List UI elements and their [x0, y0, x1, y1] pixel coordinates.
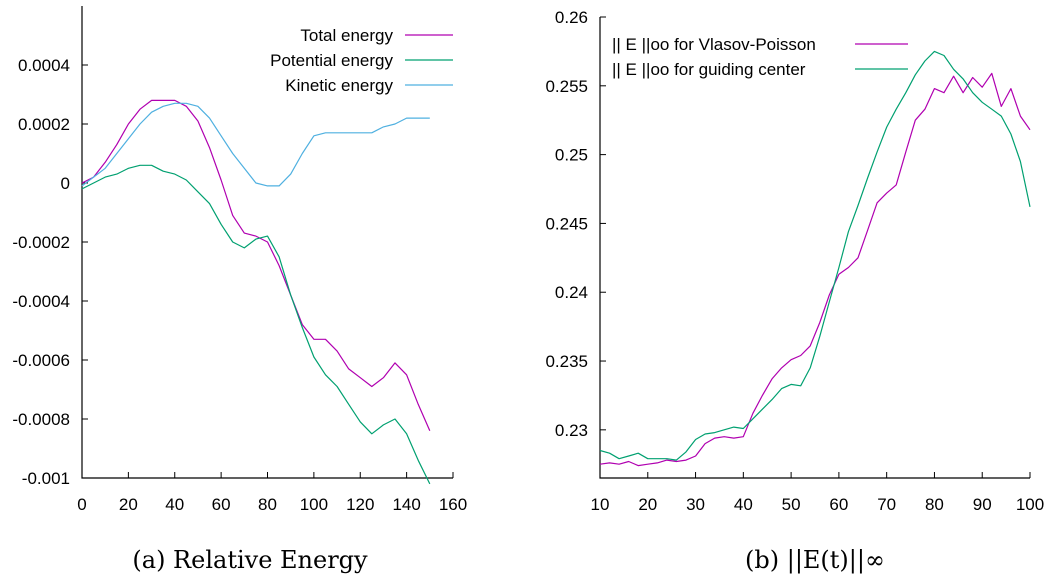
- tick-group-b: 10 20 30 40 50 60 70 80 90 100 0.26 0.255 0.25 0.245 0…: [545, 8, 1044, 514]
- x-tick-label: 20: [638, 495, 657, 514]
- y-tick-label: 0.235: [545, 352, 588, 371]
- x-tick-label: 0: [77, 495, 86, 514]
- series-group-b: [599, 50, 1031, 467]
- tick-group-a: 0 20 40 60 80 100 120 140 160 0.0004 0.0002 0 -0.000…: [12, 56, 467, 514]
- y-tick-label: 0.23: [555, 421, 588, 440]
- y-tick-label: 0.24: [555, 283, 588, 302]
- x-tick-label: 100: [300, 495, 328, 514]
- caption-a: (a) Relative Energy: [132, 546, 368, 574]
- x-tick-label: 90: [973, 495, 992, 514]
- legend-label: || E ||oo for Vlasov-Poisson: [612, 35, 816, 54]
- caption-b: (b) ||E(t)||∞: [745, 546, 885, 575]
- x-tick-label: 40: [165, 495, 184, 514]
- x-tick-label: 40: [734, 495, 753, 514]
- x-tick-label: 10: [591, 495, 610, 514]
- y-tick-label: 0: [61, 174, 70, 193]
- x-tick-label: 120: [346, 495, 374, 514]
- series-line-0: [599, 72, 1031, 467]
- y-tick-label: 0.245: [545, 214, 588, 233]
- y-tick-label: 0.0004: [18, 56, 70, 75]
- y-tick-label: 0.26: [555, 8, 588, 27]
- x-tick-label: 20: [119, 495, 138, 514]
- y-tick-label: -0.0002: [12, 233, 70, 252]
- series-line-2: [81, 102, 430, 187]
- y-tick-label: 0.25: [555, 146, 588, 165]
- y-tick-label: -0.0008: [12, 410, 70, 429]
- legend-label: || E ||oo for guiding center: [612, 60, 806, 79]
- series-group-a: [81, 99, 431, 485]
- series-line-1: [599, 50, 1031, 461]
- legend-a: Total energy Potential energy Kinetic ener…: [270, 26, 453, 95]
- x-tick-label: 60: [212, 495, 231, 514]
- y-tick-label: 0.255: [545, 77, 588, 96]
- x-tick-label: 80: [258, 495, 277, 514]
- legend-b: || E ||oo for Vlasov-Poisson || E ||oo fo…: [612, 35, 908, 79]
- x-tick-label: 70: [877, 495, 896, 514]
- plot-frame-b: [599, 17, 1030, 479]
- x-tick-label: 160: [439, 495, 467, 514]
- x-tick-label: 30: [686, 495, 705, 514]
- y-tick-label: -0.0006: [12, 351, 70, 370]
- y-tick-label: 0.0002: [18, 115, 70, 134]
- legend-label: Kinetic energy: [285, 76, 393, 95]
- x-tick-label: 100: [1016, 495, 1044, 514]
- y-tick-label: -0.0004: [12, 292, 70, 311]
- panel-relative-energy: 0 20 40 60 80 100 120 140 160 0.0004 0.0002 0 -0.000…: [12, 6, 467, 574]
- y-tick-label: -0.001: [22, 469, 70, 488]
- series-line-1: [81, 164, 431, 485]
- x-tick-label: 60: [829, 495, 848, 514]
- series-line-0: [81, 99, 431, 432]
- legend-label: Total energy: [300, 26, 393, 45]
- x-tick-label: 140: [392, 495, 420, 514]
- x-tick-label: 80: [925, 495, 944, 514]
- x-tick-label: 50: [782, 495, 801, 514]
- panel-e-norm: 10 20 30 40 50 60 70 80 90 100 0.26 0.255 0.25 0.245 0…: [545, 8, 1044, 575]
- legend-label: Potential energy: [270, 51, 393, 70]
